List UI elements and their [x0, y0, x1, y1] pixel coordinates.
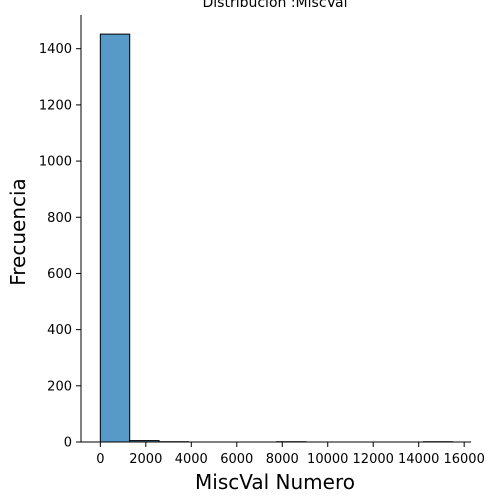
x-tick-label: 10000: [307, 452, 348, 467]
y-tick-label: 800: [47, 211, 72, 226]
y-tick-label: 1000: [39, 155, 72, 170]
x-tick-label: 0: [96, 452, 104, 467]
y-tick-label: 1200: [39, 98, 72, 113]
x-tick-label: 16000: [443, 452, 484, 467]
x-axis-title: MiscVal Numero: [195, 470, 355, 494]
y-tick-label: 1400: [39, 42, 72, 57]
y-ticks-group: 0 200 400 600 800 1000 1200 1400: [39, 42, 81, 451]
x-tick-label: 8000: [266, 452, 299, 467]
x-tick-label: 12000: [353, 452, 394, 467]
y-tick-label: 400: [47, 323, 72, 338]
x-tick-label: 2000: [129, 452, 162, 467]
histogram-bar: [99, 33, 131, 443]
x-ticks-group: 0 2000 4000 6000 8000 10000 12000 14000 16000: [96, 442, 485, 467]
x-tick-label: 6000: [220, 452, 253, 467]
chart-title: Distribución :MiscVal: [203, 0, 348, 11]
x-tick-label: 4000: [175, 452, 208, 467]
y-tick-label: 600: [47, 267, 72, 282]
y-tick-label: 0: [64, 436, 72, 451]
y-axis-title: Frecuencia: [6, 178, 30, 286]
x-tick-label: 14000: [398, 452, 439, 467]
bars-group: [99, 33, 454, 443]
y-tick-label: 200: [47, 379, 72, 394]
